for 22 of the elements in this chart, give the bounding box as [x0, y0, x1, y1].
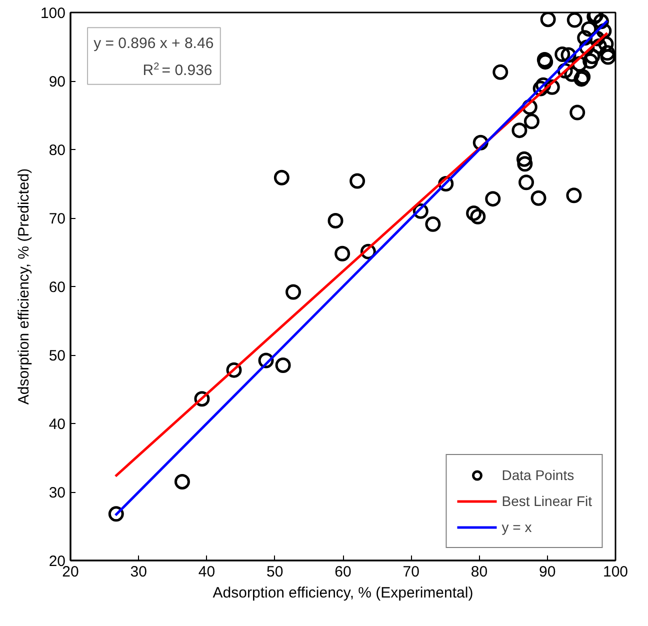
legend-label: Best Linear Fit [502, 493, 592, 509]
y-tick-label: 40 [48, 416, 66, 433]
y-tick-label: 50 [48, 348, 66, 364]
x-tick-label: 40 [198, 564, 216, 580]
annotation: y = 0.896 x + 8.46 [94, 34, 214, 52]
y-axis-title: Adsorption efficiency, % (Predicted) [15, 168, 32, 405]
x-tick-label: 80 [470, 564, 488, 580]
y-tick-label: 100 [40, 5, 66, 22]
y-tick-label: 90 [48, 74, 66, 90]
x-axis-title: Adsorption efficiency, % (Experimental) [212, 584, 474, 602]
x-tick-label: 60 [334, 564, 352, 580]
legend-label: y = x [502, 519, 532, 535]
y-tick-label: 30 [48, 484, 66, 502]
y-tick-label: 80 [48, 142, 66, 159]
x-tick-label: 50 [266, 564, 284, 580]
legend-label: Data Points [502, 467, 574, 483]
x-tick-label: 90 [539, 564, 556, 580]
x-tick-label: 100 [602, 564, 628, 580]
y-tick-label: 70 [48, 210, 66, 228]
x-tick-label: 30 [130, 564, 147, 580]
x-tick-label: 70 [402, 564, 420, 580]
y-tick-label: 60 [48, 279, 66, 296]
